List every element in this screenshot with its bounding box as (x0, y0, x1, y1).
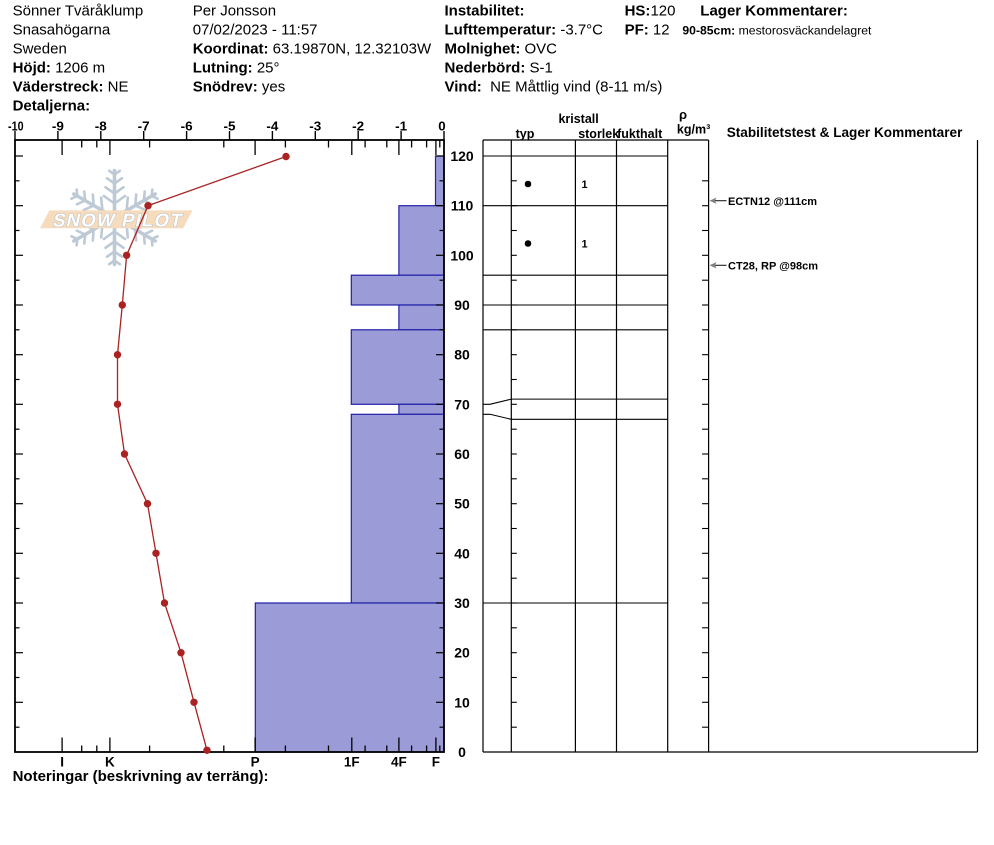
svg-text:PF: 12: PF: 12 (625, 22, 670, 39)
svg-text:Snödrev: yes: Snödrev: yes (193, 79, 286, 96)
svg-text:Molnighet: OVC: Molnighet: OVC (445, 41, 558, 58)
svg-text:kristall: kristall (558, 112, 598, 126)
svg-text:20: 20 (454, 645, 470, 661)
svg-text:Snasahögarna: Snasahögarna (13, 22, 111, 39)
svg-text:storlek: storlek (578, 127, 619, 141)
svg-text:-1: -1 (395, 119, 408, 134)
svg-text:Per Jonsson: Per Jonsson (193, 3, 276, 20)
svg-text:-7: -7 (138, 119, 150, 134)
svg-text:fukthalt: fukthalt (617, 127, 663, 141)
svg-text:Detaljerna:: Detaljerna: (13, 98, 91, 115)
svg-text:I: I (60, 755, 64, 770)
svg-text:-9: -9 (52, 119, 64, 134)
svg-text:-4: -4 (266, 119, 279, 134)
svg-text:-3: -3 (309, 119, 321, 134)
svg-text:Lufttemperatur: -3.7°C: Lufttemperatur: -3.7°C (445, 22, 604, 39)
svg-text:ECTN12 @111cm: ECTN12 @111cm (728, 196, 817, 208)
svg-text:-2: -2 (352, 119, 364, 134)
svg-text:100: 100 (450, 247, 474, 263)
svg-text:50: 50 (454, 496, 470, 512)
svg-text:Noteringar (beskrivning av ter: Noteringar (beskrivning av terräng): (13, 768, 269, 785)
svg-text:K: K (105, 755, 115, 770)
svg-text:Instabilitet:: Instabilitet: (445, 3, 525, 20)
svg-text:Vind: NE Måttlig vind (8-11 m: Vind: NE Måttlig vind (8-11 m/s) (445, 79, 663, 96)
svg-text:SNOW PILOT: SNOW PILOT (51, 210, 185, 231)
svg-text:1F: 1F (344, 755, 360, 770)
svg-text:Stabilitetstest & Lager Kommen: Stabilitetstest & Lager Kommentarer (727, 125, 963, 140)
svg-text:90-85cm: mestorosväckandelagre: 90-85cm: mestorosväckandelagret (682, 24, 872, 38)
svg-text:-8: -8 (95, 119, 107, 134)
svg-text:0: 0 (438, 119, 445, 134)
svg-text:kg/m³: kg/m³ (677, 123, 710, 137)
svg-text:1: 1 (582, 179, 588, 191)
svg-text:Höjd: 1206 m: Höjd: 1206 m (13, 60, 106, 77)
svg-text:-6: -6 (181, 119, 193, 134)
svg-text:90: 90 (454, 297, 470, 313)
svg-text:Lutning: 25°: Lutning: 25° (193, 60, 280, 77)
svg-text:CT28, RP @98cm: CT28, RP @98cm (728, 261, 818, 273)
svg-text:0: 0 (458, 744, 466, 760)
svg-text:110: 110 (451, 198, 474, 214)
svg-text:4F: 4F (391, 755, 407, 770)
svg-text:-10: -10 (8, 119, 24, 134)
svg-text:ρ: ρ (679, 107, 687, 122)
svg-text:1: 1 (582, 239, 588, 251)
svg-text:30: 30 (454, 595, 470, 611)
svg-text:F: F (432, 755, 440, 770)
svg-text:Nederbörd: S-1: Nederbörd: S-1 (445, 60, 553, 77)
svg-text:HS:120: HS:120 (625, 3, 676, 20)
svg-text:-5: -5 (224, 119, 237, 134)
svg-text:40: 40 (454, 545, 470, 561)
svg-text:70: 70 (454, 396, 470, 412)
svg-text:Väderstreck: NE: Väderstreck: NE (13, 79, 129, 96)
svg-text:07/02/2023 - 11:57: 07/02/2023 - 11:57 (193, 22, 318, 39)
svg-text:Sweden: Sweden (13, 41, 67, 58)
svg-text:60: 60 (454, 446, 470, 462)
svg-text:10: 10 (454, 694, 470, 710)
svg-text:80: 80 (454, 347, 470, 363)
svg-text:typ: typ (516, 127, 535, 141)
svg-text:120: 120 (450, 148, 474, 164)
svg-text:P: P (251, 755, 260, 770)
svg-text:Lager Kommentarer:: Lager Kommentarer: (700, 3, 848, 20)
svg-text:Koordinat: 63.19870N, 12.32103: Koordinat: 63.19870N, 12.32103W (193, 41, 432, 58)
svg-text:Sönner Tväråklump: Sönner Tväråklump (13, 3, 144, 20)
